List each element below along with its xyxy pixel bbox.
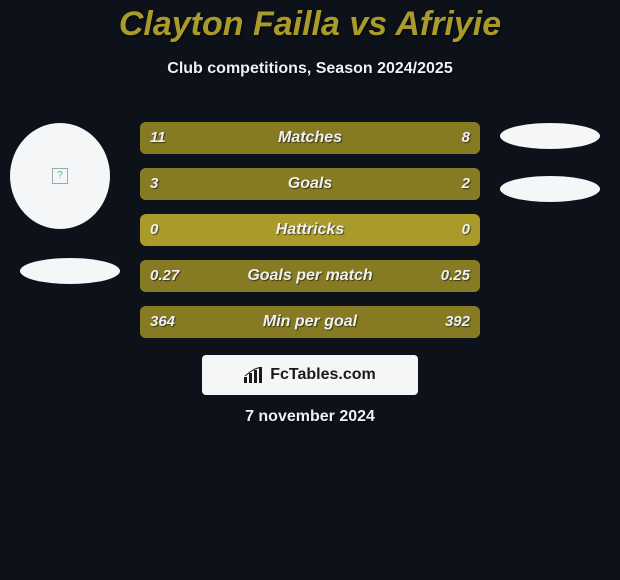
placeholder-icon: ? (52, 168, 68, 184)
player-left-shadow (20, 258, 120, 284)
stat-row: 32Goals (140, 168, 480, 200)
stat-row: 00Hattricks (140, 214, 480, 246)
stat-label: Min per goal (140, 306, 480, 338)
stat-label: Goals (140, 168, 480, 200)
player-right-shadow (500, 176, 600, 202)
page-subtitle: Club competitions, Season 2024/2025 (0, 60, 620, 78)
stat-row: 364392Min per goal (140, 306, 480, 338)
stat-label: Hattricks (140, 214, 480, 246)
stat-row: 118Matches (140, 122, 480, 154)
stat-bars: 118Matches 32Goals 00Hattricks 0.270.25Goal… (140, 122, 480, 352)
page-title: Clayton Failla vs Afriyie (0, 5, 620, 44)
chart-icon (244, 367, 264, 383)
source-logo: FcTables.com (202, 355, 418, 395)
player-left-avatar: ? (10, 123, 110, 229)
stat-label: Goals per match (140, 260, 480, 292)
source-logo-text: FcTables.com (270, 366, 376, 384)
generated-date: 7 november 2024 (0, 408, 620, 426)
stat-label: Matches (140, 122, 480, 154)
comparison-infographic: Clayton Failla vs Afriyie Club competiti… (0, 0, 620, 580)
stat-row: 0.270.25Goals per match (140, 260, 480, 292)
player-right-avatar (500, 123, 600, 149)
